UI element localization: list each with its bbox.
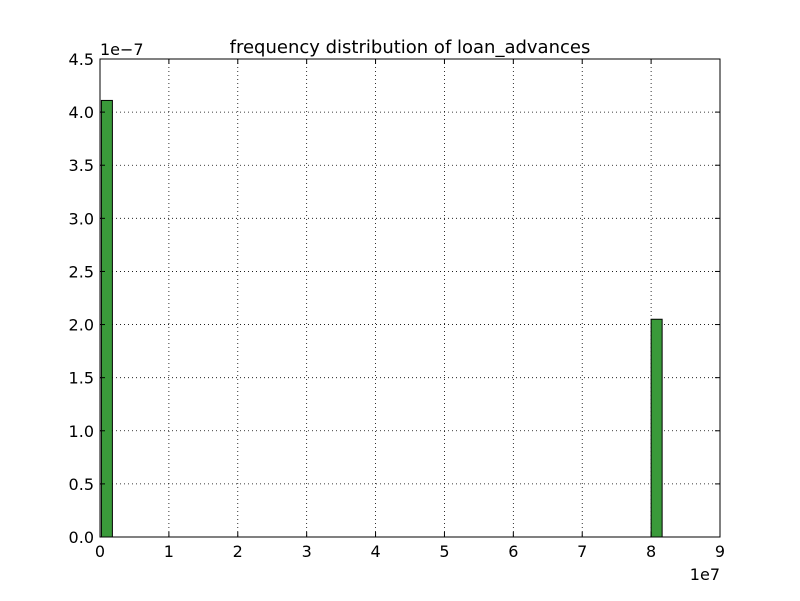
y-tick-label: 0.0 xyxy=(69,528,94,547)
grid-lines xyxy=(99,58,721,538)
y-tick-label: 1.5 xyxy=(69,369,94,388)
x-tick-label: 0 xyxy=(95,542,105,561)
x-tick-label: 5 xyxy=(439,542,449,561)
x-tick-label: 3 xyxy=(302,542,312,561)
x-tick-label: 1 xyxy=(164,542,174,561)
histogram-bars xyxy=(100,99,663,538)
chart-title: frequency distribution of loan_advances xyxy=(230,37,591,58)
y-axis-offset-label: 1e−7 xyxy=(100,40,144,59)
x-axis-offset-label: 1e7 xyxy=(690,565,720,584)
x-tick-label: 9 xyxy=(715,542,725,561)
y-tick-label: 3.0 xyxy=(69,209,94,228)
histogram-bar-0 xyxy=(100,99,113,538)
y-tick-label: 2.0 xyxy=(69,316,94,335)
y-tick-label: 1.0 xyxy=(69,422,94,441)
x-tick-label: 4 xyxy=(370,542,380,561)
y-tick-label: 3.5 xyxy=(69,156,94,175)
x-tick-label: 2 xyxy=(233,542,243,561)
plot-frame xyxy=(99,58,721,538)
axis-ticks: 0 1 2 3 4 5 6 7 8 9 0.0 0.5 1.0 1.5 2.0 2.5 3.0 3.5 4.0 4.5 xyxy=(69,50,726,561)
y-tick-label: 2.5 xyxy=(69,262,94,281)
x-tick-label: 8 xyxy=(646,542,656,561)
y-tick-label: 4.5 xyxy=(69,50,94,69)
histogram-bar-1 xyxy=(650,318,663,538)
x-tick-label: 6 xyxy=(508,542,518,561)
y-tick-label: 4.0 xyxy=(69,103,94,122)
x-tick-label: 7 xyxy=(577,542,587,561)
y-tick-label: 0.5 xyxy=(69,475,94,494)
